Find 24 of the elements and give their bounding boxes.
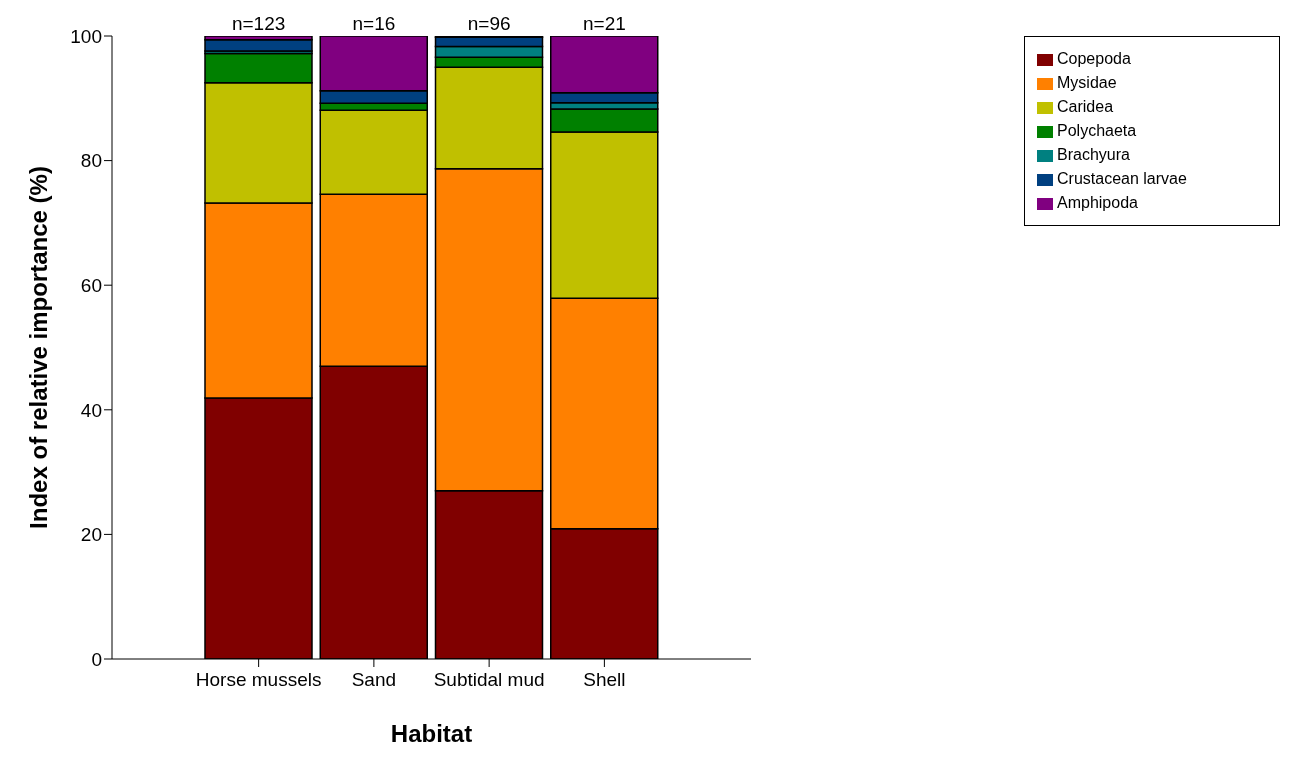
- annotation: n=16: [352, 13, 396, 34]
- x-tick-label: Horse mussels: [195, 669, 322, 691]
- y-tick-label: 40: [80, 399, 102, 421]
- annotation: n=96: [467, 13, 511, 34]
- x-tick-label: Shell: [583, 669, 626, 691]
- x-axis-title: Habitat: [390, 720, 473, 748]
- annotation: n=123: [231, 13, 286, 34]
- legend-label: Mysidae: [1057, 74, 1117, 91]
- y-tick-label: 60: [80, 274, 102, 296]
- legend-label: Crustacean larvae: [1057, 170, 1187, 187]
- legend-label: Polychaeta: [1057, 122, 1137, 139]
- y-tick-label: 0: [91, 648, 102, 670]
- legend-label: Caridea: [1057, 98, 1114, 115]
- legend-label: Brachyura: [1057, 146, 1130, 163]
- x-tick-label: Subtidal mud: [433, 669, 545, 691]
- legend-label: Amphipoda: [1057, 194, 1138, 211]
- y-tick-label: 80: [80, 150, 102, 172]
- x-tick-label: Sand: [351, 669, 397, 691]
- legend-label: Copepoda: [1057, 50, 1131, 67]
- y-tick-label: 100: [70, 25, 102, 47]
- y-axis-title: Index of relative importance (%): [24, 166, 52, 529]
- y-tick-label: 20: [80, 524, 102, 546]
- bar: [204, 38, 313, 52]
- annotation: n=21: [582, 13, 626, 34]
